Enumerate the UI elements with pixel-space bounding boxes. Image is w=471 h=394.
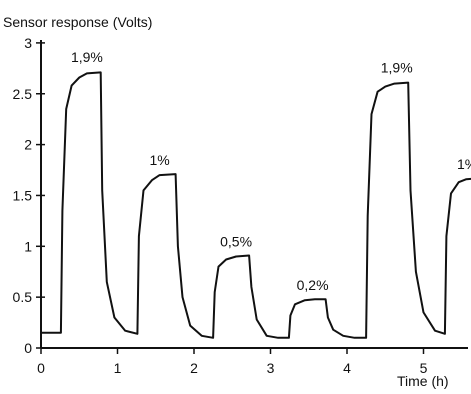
- x-axis-title: Time (h): [397, 373, 449, 389]
- x-tick-label: 3: [267, 360, 275, 376]
- y-tick-label: 1: [24, 238, 32, 254]
- y-tick-label: 2.5: [13, 86, 33, 102]
- y-tick-label: 0.5: [13, 289, 33, 305]
- y-tick-label: 0: [24, 340, 32, 356]
- y-tick-label: 3: [24, 35, 32, 51]
- series-group: [41, 71, 471, 339]
- x-axis-ticks: 0 1 2 3 4 5: [37, 348, 428, 376]
- x-tick-label: 0: [37, 360, 45, 376]
- x-tick-label: 4: [343, 360, 351, 376]
- y-tick-label: 2: [24, 137, 32, 153]
- y-tick-label: 1.5: [13, 187, 33, 203]
- annotations-group: 1,9%1%0,5%0,2%1,9%1%0,5%: [71, 49, 471, 293]
- x-tick-label: 2: [190, 360, 198, 376]
- concentration-label: 1,9%: [381, 59, 413, 75]
- x-tick-label: 1: [114, 360, 122, 376]
- concentration-label: 1%: [457, 156, 471, 172]
- y-axis-ticks: 0 0.5 1 1.5 2 2.5 3: [13, 35, 45, 356]
- concentration-label: 1%: [149, 152, 169, 168]
- concentration-label: 0,2%: [297, 277, 329, 293]
- concentration-label: 0,5%: [220, 233, 252, 249]
- concentration-label: 1,9%: [71, 49, 103, 65]
- response-line: [41, 71, 471, 339]
- y-axis-title: Sensor response (Volts): [3, 14, 152, 30]
- x-tick-label: 5: [420, 360, 428, 376]
